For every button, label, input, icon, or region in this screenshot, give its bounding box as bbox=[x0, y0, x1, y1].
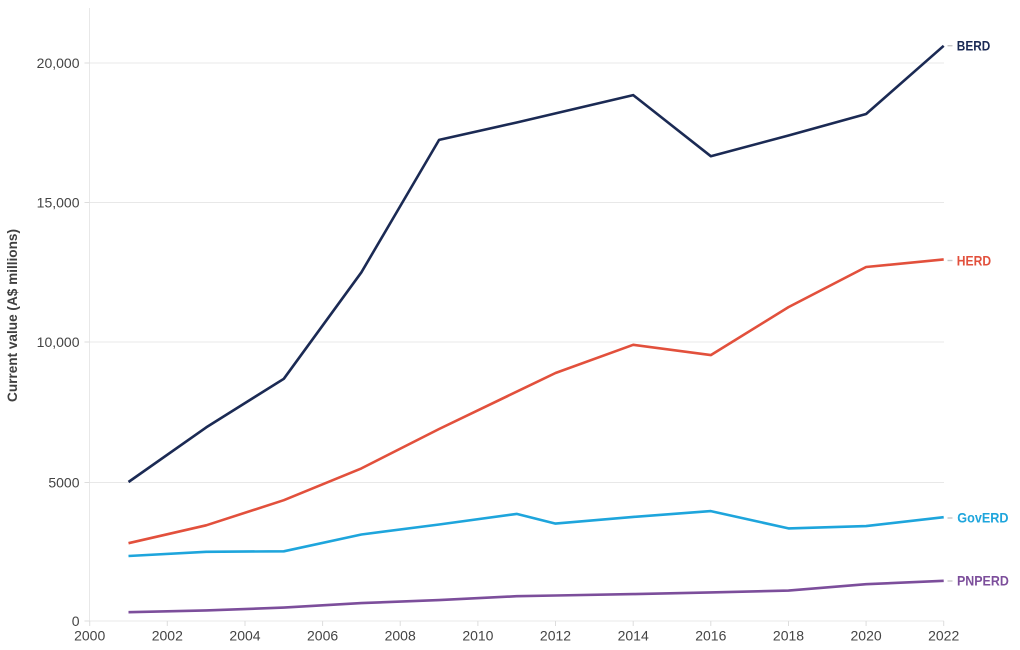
svg-text:2014: 2014 bbox=[618, 627, 649, 643]
svg-text:2022: 2022 bbox=[928, 627, 959, 643]
svg-text:15,000: 15,000 bbox=[37, 195, 80, 211]
svg-text:2004: 2004 bbox=[229, 627, 260, 643]
svg-text:BERD: BERD bbox=[957, 37, 991, 53]
svg-text:2020: 2020 bbox=[851, 627, 882, 643]
svg-text:GovERD: GovERD bbox=[957, 510, 1008, 526]
svg-text:2012: 2012 bbox=[540, 627, 571, 643]
svg-text:2018: 2018 bbox=[773, 627, 804, 643]
svg-text:2008: 2008 bbox=[385, 627, 416, 643]
svg-text:5000: 5000 bbox=[48, 475, 79, 491]
svg-text:2010: 2010 bbox=[462, 627, 493, 643]
svg-text:2006: 2006 bbox=[307, 627, 338, 643]
svg-text:0: 0 bbox=[72, 613, 80, 629]
svg-text:PNPERD: PNPERD bbox=[957, 573, 1009, 589]
svg-text:HERD: HERD bbox=[957, 252, 991, 268]
svg-text:2000: 2000 bbox=[74, 627, 105, 643]
svg-text:Current value (A$ millions): Current value (A$ millions) bbox=[4, 229, 20, 402]
svg-text:2016: 2016 bbox=[695, 627, 726, 643]
svg-text:2002: 2002 bbox=[152, 627, 183, 643]
svg-text:10,000: 10,000 bbox=[37, 334, 80, 350]
svg-text:20,000: 20,000 bbox=[37, 55, 80, 71]
